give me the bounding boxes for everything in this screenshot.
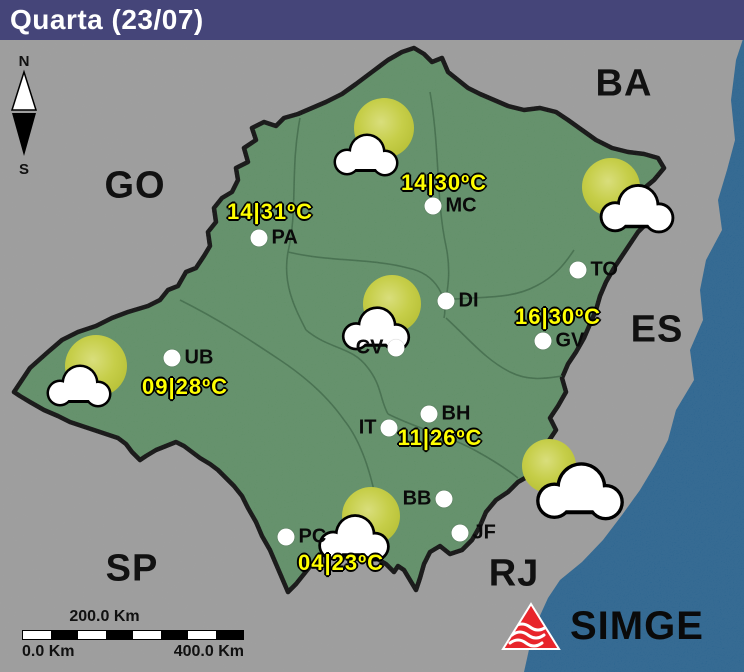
city-dot-icon [420,405,438,423]
city-marker-jf: JF [451,521,496,543]
map-scale-bar: 200.0 Km 0.0 Km 400.0 Km [22,608,244,661]
city-dot-icon [163,349,181,367]
state-label-rj: RJ [488,552,540,595]
partly-cloudy-icon [582,158,675,234]
city-dot-icon [435,490,453,508]
state-label-ba: BA [595,62,653,105]
scale-segment [188,631,216,639]
temperature-label: 14|30ºC [400,170,488,195]
partly-cloudy-icon [522,439,624,521]
temperature-label: 04|23ºC [297,550,385,575]
scale-end-label: 400.0 Km [173,643,244,660]
city-marker-pa: PA [250,226,298,248]
simge-triangle-icon [501,602,561,650]
compass-south-label: S [19,161,29,178]
city-code-label: JF [472,521,496,544]
city-marker-cv: CV [356,336,405,358]
city-dot-icon [250,229,268,247]
state-label-es: ES [630,308,684,351]
temperature-label: 16|30ºC [514,304,602,329]
city-marker-bb: BB [403,487,453,509]
simge-logo: SIMGE [500,600,704,652]
partly-cloudy-icon [46,335,127,408]
scale-segment [133,631,161,639]
city-code-label: UB [184,346,214,369]
city-code-label: MC [445,194,477,217]
scale-segment [50,631,78,639]
scale-bar-segments [22,630,244,640]
forecast-day-title: Quarta (23/07) [10,4,204,35]
city-dot-icon [380,419,398,437]
city-code-label: TO [590,258,618,281]
city-code-label: IT [358,416,377,439]
city-marker-it: IT [359,416,398,438]
city-marker-ub: UB [163,346,213,368]
scale-mid-label: 200.0 Km [69,608,140,625]
temperature-label: 14|31ºC [226,199,314,224]
city-dot-icon [451,524,469,542]
compass-north-icon: N S [10,53,38,178]
city-marker-di: DI [437,289,479,311]
city-dot-icon [277,528,295,546]
city-code-label: PC [298,525,327,548]
temperature-label: 11|26ºC [397,425,483,450]
scale-segment [23,631,51,639]
compass-north-label: N [19,53,30,70]
simge-logo-text: SIMGE [570,603,704,648]
city-marker-mc: MC [424,194,477,216]
city-code-label: DI [458,289,479,312]
city-marker-to: TO [569,258,618,280]
scale-start-label: 0.0 Km [22,643,75,660]
state-label-sp: SP [105,547,159,590]
city-marker-gv: GV [534,329,584,351]
city-dot-icon [424,197,442,215]
partly-cloudy-icon [318,487,400,562]
compass-needle-south [12,113,36,156]
scale-segment [105,631,133,639]
partly-cloudy-icon [333,98,414,177]
city-code-label: CV [355,336,384,359]
city-marker-pc: PC [277,525,326,547]
compass-needle-north [10,69,38,111]
city-dot-icon [569,261,587,279]
state-label-go: GO [104,164,166,207]
city-dot-icon [387,339,405,357]
city-marker-bh: BH [420,402,470,424]
scale-segment [215,631,243,639]
city-code-label: GV [555,329,585,352]
city-code-label: BH [441,402,471,425]
scale-segment [160,631,188,639]
temperature-label: 09|28ºC [141,374,229,399]
city-dot-icon [534,332,552,350]
title-bar: Quarta (23/07) [0,0,744,40]
scale-segment [78,631,106,639]
city-code-label: PA [271,226,298,249]
city-dot-icon [437,292,455,310]
city-code-label: BB [402,487,432,510]
